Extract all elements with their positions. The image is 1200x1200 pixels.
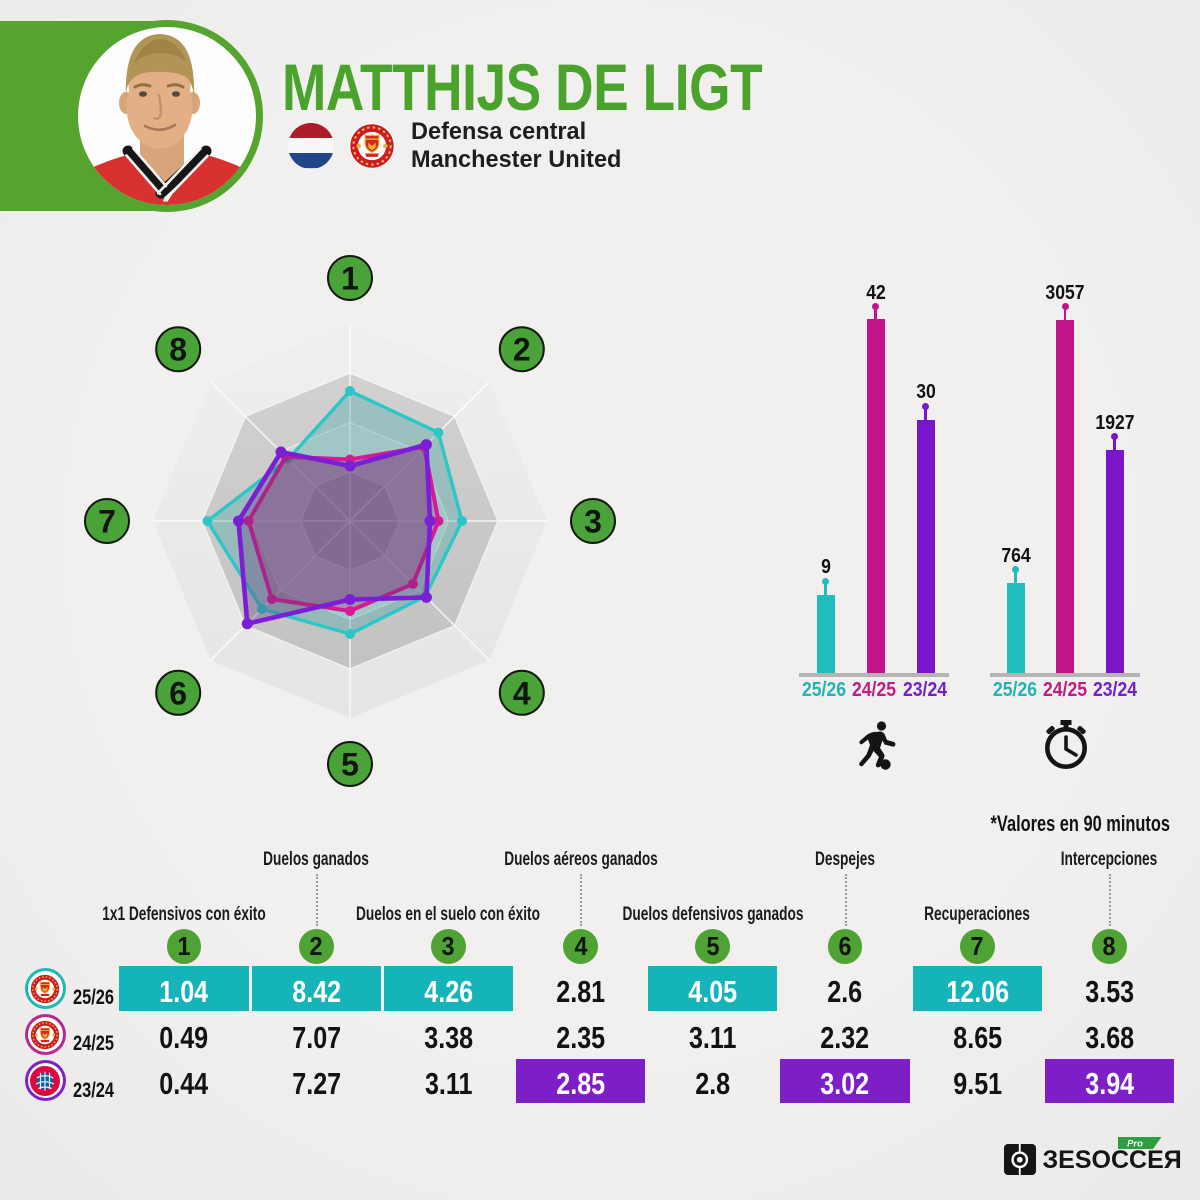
svg-text:3: 3 (584, 504, 602, 540)
svg-text:7: 7 (98, 504, 116, 540)
svg-text:4: 4 (513, 675, 531, 711)
svg-text:8: 8 (169, 332, 187, 368)
svg-text:Pro: Pro (1127, 1138, 1143, 1149)
svg-text:6: 6 (169, 675, 187, 711)
svg-text:5: 5 (341, 747, 359, 783)
svg-text:1: 1 (341, 261, 359, 297)
svg-text:2: 2 (513, 332, 531, 368)
